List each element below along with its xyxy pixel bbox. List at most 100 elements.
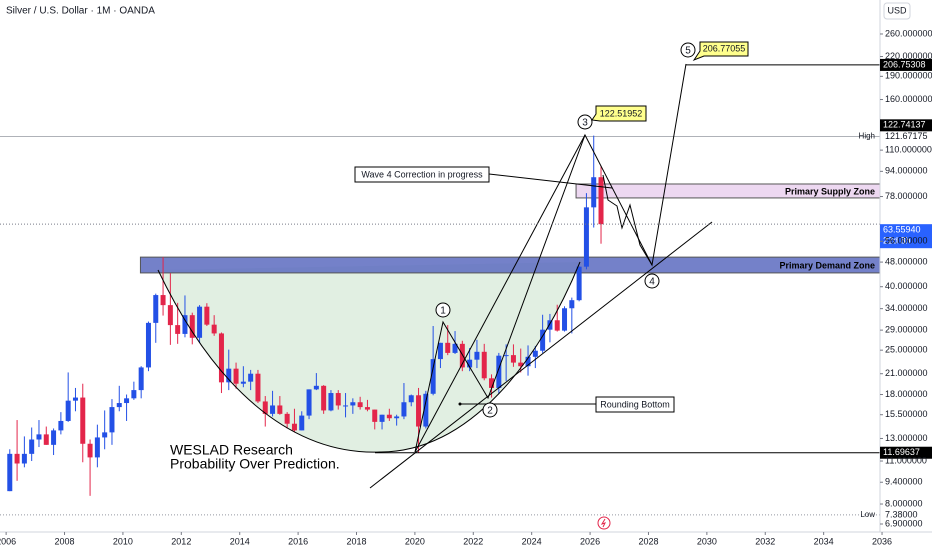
- callout-dot: [458, 402, 462, 406]
- candle-body: [109, 407, 115, 433]
- chart-title: Silver / U.S. Dollar · 1M · OANDA: [6, 6, 155, 17]
- wave-number: 4: [649, 277, 655, 288]
- candle-body: [416, 395, 422, 427]
- candle-body: [343, 405, 349, 407]
- y-tick-label: 78.000000: [885, 191, 928, 201]
- x-tick-label: 2010: [113, 536, 133, 546]
- candle-body: [167, 305, 173, 326]
- annotation-box: [595, 396, 675, 413]
- annotation: Probability Over Prediction.: [170, 456, 340, 472]
- wave-number: 1: [440, 306, 446, 317]
- countdown: 22d 8h: [883, 236, 911, 246]
- candle-body: [182, 315, 188, 334]
- target-value: 122.51952: [600, 108, 643, 118]
- candle-body: [445, 342, 451, 353]
- price-marker: [880, 58, 932, 71]
- x-tick-label: 2020: [405, 536, 425, 546]
- zone: [139, 256, 881, 274]
- target-callout: [692, 41, 749, 62]
- candle-body: [175, 325, 181, 334]
- candle-body: [153, 295, 159, 323]
- candle-body: [532, 350, 538, 357]
- wave-number: 3: [582, 118, 588, 129]
- y-tick-label: 34.000000: [885, 303, 928, 313]
- candle-body: [350, 402, 356, 406]
- candle-body: [540, 329, 546, 351]
- price-marker-label: 63.55940: [883, 225, 921, 235]
- drawings: Wave 4 Correction in progress Rounding B…: [0, 6, 880, 530]
- candle-body: [576, 266, 582, 301]
- candle-body: [131, 390, 137, 399]
- y-tick-label: 18.000000: [885, 389, 928, 399]
- candle-body: [489, 378, 495, 388]
- candle-body: [43, 434, 49, 445]
- y-tick-label: 56.000000: [885, 236, 928, 246]
- trendline: [369, 221, 713, 489]
- price-marker: [880, 224, 932, 249]
- x-tick-label: 2032: [755, 536, 775, 546]
- wave-path: [414, 63, 687, 453]
- candle-body: [255, 373, 261, 402]
- candle-body: [270, 405, 276, 414]
- candle-body: [124, 398, 130, 404]
- candle-body: [299, 415, 305, 431]
- candle-body: [226, 368, 232, 383]
- candle-body: [21, 453, 27, 464]
- x-tick-label: 2014: [230, 536, 250, 546]
- zone-label: Primary Demand Zone: [779, 260, 875, 270]
- y-tick-label: 94.000000: [885, 166, 928, 176]
- event-icon-glyph: [600, 518, 606, 528]
- low-label: Low: [860, 510, 875, 519]
- axis-panel: [880, 0, 932, 550]
- candle-body: [554, 320, 560, 331]
- y-tick-label: 13.000000: [885, 433, 928, 443]
- candle-body: [591, 177, 597, 208]
- candle-body: [430, 359, 436, 394]
- candle-body: [394, 416, 400, 419]
- candle-body: [452, 343, 458, 353]
- candle-body: [240, 381, 246, 384]
- annotation-box: [354, 166, 490, 183]
- wave-number: 5: [685, 46, 691, 57]
- x-tick-label: 2022: [463, 536, 483, 546]
- candle-body: [357, 402, 363, 408]
- x-tick-label: 2018: [346, 536, 366, 546]
- annotation: WESLAD Research: [170, 442, 293, 458]
- y-tick-label: 21.000000: [885, 368, 928, 378]
- candle-body: [598, 177, 604, 225]
- x-tick-label: 2026: [580, 536, 600, 546]
- y-tick-label: 29.000000: [885, 325, 928, 335]
- target-value: 206.77055: [703, 43, 746, 53]
- price-marker-label: 122.74137: [883, 120, 926, 130]
- candle-body: [364, 407, 370, 410]
- candle-body: [197, 306, 203, 338]
- currency[interactable]: USD: [887, 5, 907, 15]
- candle-body: [569, 300, 575, 309]
- y-tick-label: 11.000000: [885, 455, 927, 465]
- candle-body: [116, 403, 122, 408]
- currency-button[interactable]: [883, 2, 911, 20]
- wave-number: 2: [487, 406, 493, 417]
- rounding-bottom-curve: [157, 261, 581, 453]
- candle-body: [503, 355, 509, 357]
- candle-body: [401, 402, 407, 417]
- candle-body: [51, 430, 57, 445]
- y-tick-label: 220.000000: [885, 51, 932, 61]
- candle-body: [72, 397, 78, 401]
- price-marker-label: 11.69637: [883, 447, 920, 457]
- wave-4-projection: [602, 174, 653, 266]
- y-tick-label: 260.000000: [885, 28, 932, 38]
- y-tick-label: 9.400000: [885, 477, 923, 487]
- candle-body: [518, 362, 524, 367]
- candle-body: [335, 393, 341, 406]
- candle-body: [36, 434, 42, 440]
- y-tick-label: 190.000000: [885, 71, 932, 81]
- candle-body: [65, 400, 71, 421]
- y-tick-label: 15.500000: [885, 409, 928, 419]
- candle-body: [423, 393, 429, 427]
- price-marker: [880, 119, 932, 132]
- wave-label: 3: [577, 114, 593, 130]
- candle-body: [80, 397, 86, 444]
- wave-label: 4: [644, 273, 660, 289]
- candle-body: [437, 342, 443, 360]
